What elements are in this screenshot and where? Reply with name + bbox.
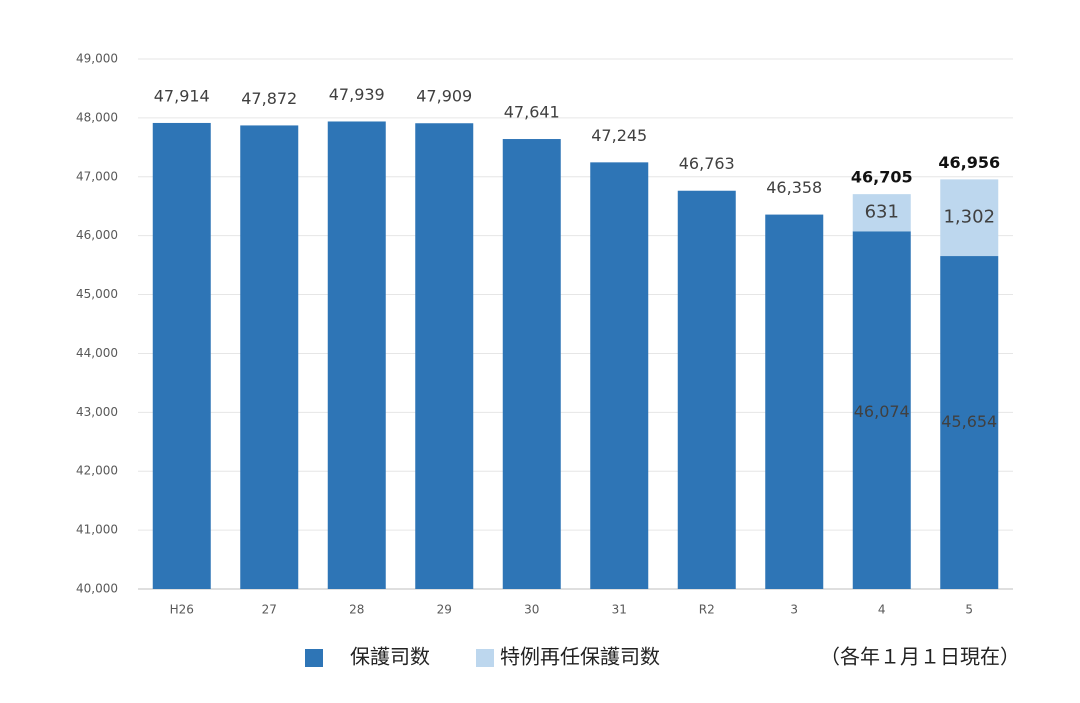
data-label: 631	[865, 202, 899, 223]
y-tick-label: 48,000	[76, 110, 118, 124]
bar-segment	[502, 139, 561, 589]
legend-swatch	[476, 649, 494, 667]
data-label: 46,074	[854, 402, 910, 421]
bar-segment	[940, 256, 999, 589]
total-label: 46,956	[938, 153, 1000, 172]
data-label: 1,302	[943, 207, 995, 228]
x-tick-label: H26	[170, 603, 194, 617]
x-tick-label: 5	[965, 603, 973, 617]
y-tick-label: 46,000	[76, 228, 118, 242]
bar-segment	[590, 162, 649, 589]
legend-label: 特例再任保護司数	[500, 645, 660, 669]
y-tick-label: 42,000	[76, 464, 118, 478]
bar-segment	[677, 190, 736, 590]
bar-segment	[940, 179, 999, 257]
data-label: 47,914	[154, 86, 210, 105]
y-tick-label: 43,000	[76, 405, 118, 419]
bar-segment	[415, 123, 474, 590]
x-tick-label: 4	[878, 603, 886, 617]
legend-label: 保護司数	[350, 645, 430, 669]
x-tick-label: 31	[612, 603, 627, 617]
data-label: 47,872	[241, 89, 297, 108]
y-tick-label: 45,000	[76, 287, 118, 301]
x-tick-label: 27	[262, 603, 277, 617]
x-tick-label: 29	[437, 603, 452, 617]
y-tick-label: 47,000	[76, 169, 118, 183]
note: （各年１月１日現在）	[820, 645, 1020, 669]
x-tick-label: 30	[524, 603, 539, 617]
data-label: 46,763	[679, 154, 735, 173]
bar-segment	[152, 122, 211, 589]
y-tick-label: 44,000	[76, 346, 118, 360]
x-tick-label: 28	[349, 603, 364, 617]
total-label: 46,705	[851, 168, 913, 187]
legend-swatch	[305, 649, 323, 667]
data-label: 47,939	[329, 85, 385, 104]
bar-segment	[765, 214, 824, 589]
data-label: 47,245	[591, 126, 647, 145]
y-tick-label: 41,000	[76, 523, 118, 537]
data-label: 46,358	[766, 178, 822, 197]
x-tick-label: 3	[790, 603, 798, 617]
data-label: 45,654	[941, 412, 997, 431]
bar-segment	[327, 121, 386, 589]
bar-segment	[852, 194, 911, 232]
y-tick-label: 49,000	[76, 52, 118, 66]
data-label: 47,641	[504, 103, 560, 122]
x-tick-label: R2	[699, 603, 715, 617]
y-tick-label: 40,000	[76, 582, 118, 596]
bar-segment	[240, 125, 299, 589]
bar-segment	[852, 231, 911, 589]
data-label: 47,909	[416, 87, 472, 106]
